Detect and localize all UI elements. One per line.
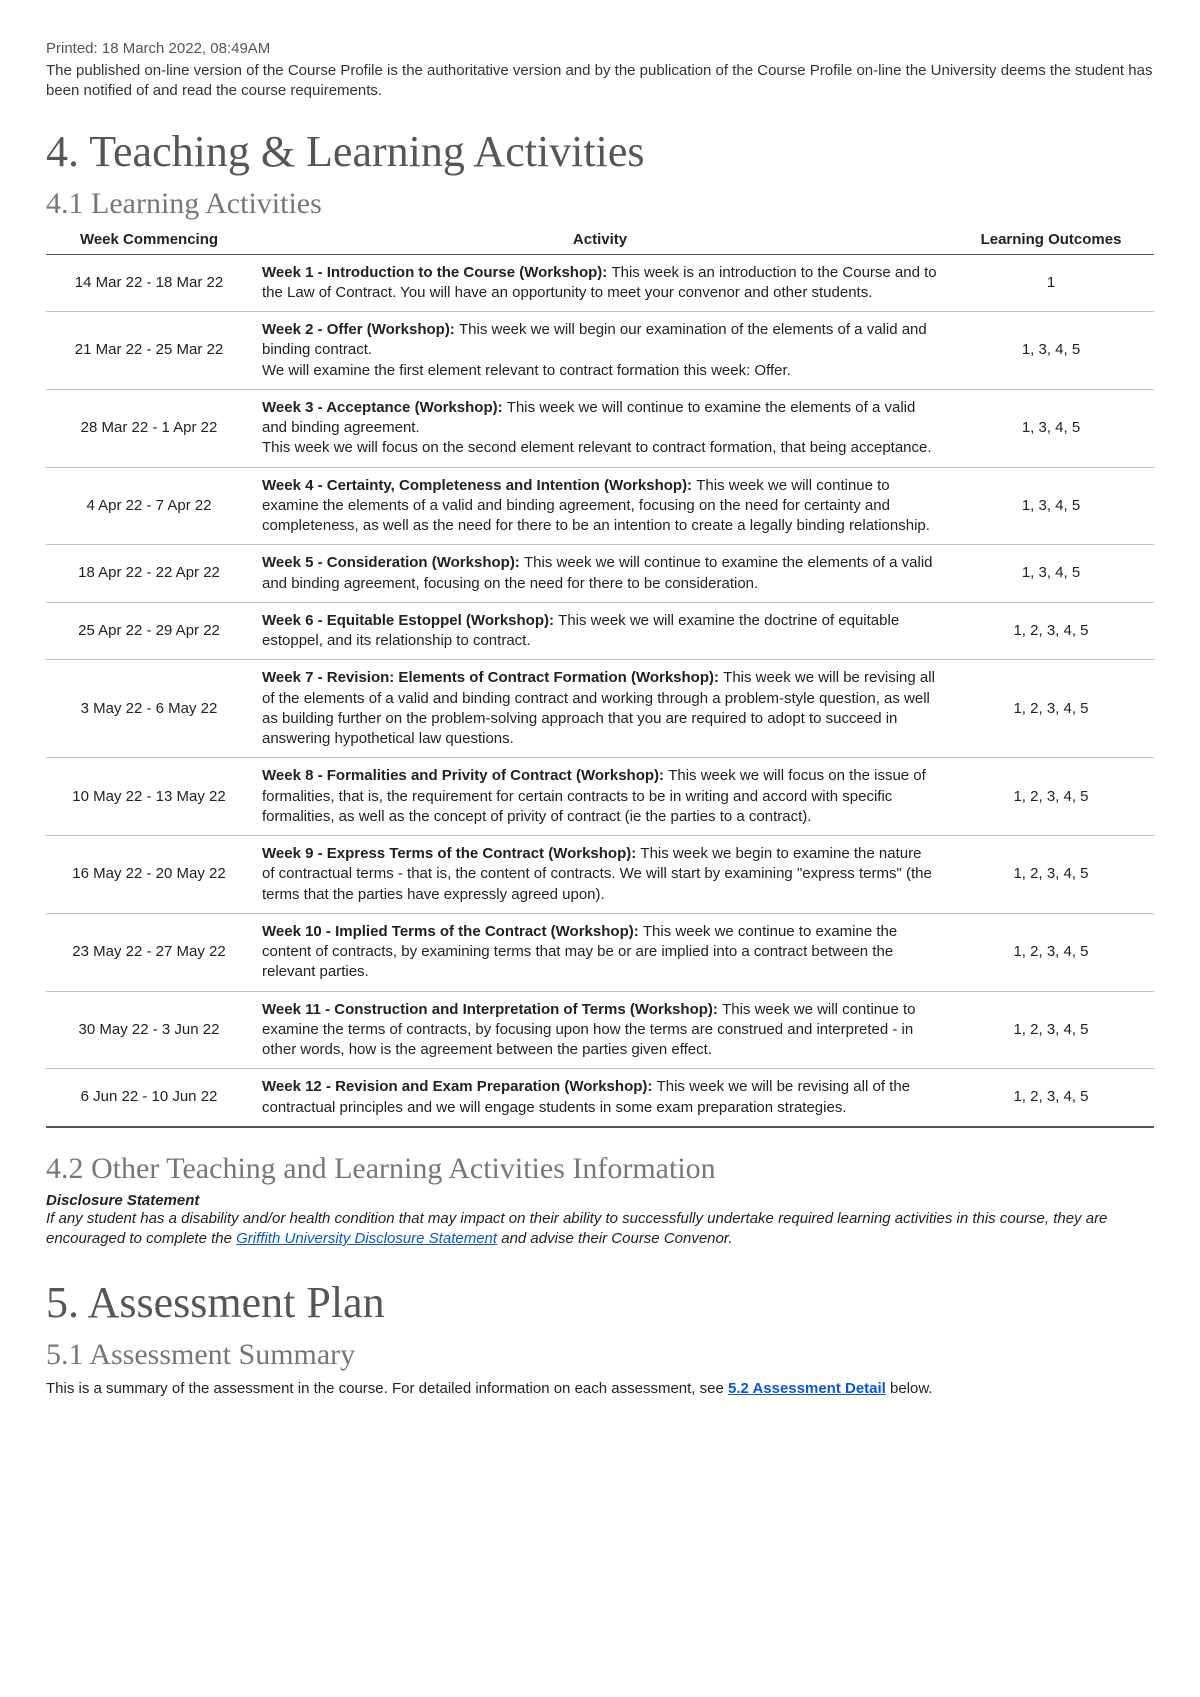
outcomes-cell: 1, 2, 3, 4, 5 [948, 913, 1154, 991]
activity-cell: Week 3 - Acceptance (Workshop): This wee… [252, 389, 948, 467]
activity-title: Week 6 - Equitable Estoppel (Workshop): [262, 612, 558, 629]
activity-title: Week 1 - Introduction to the Course (Wor… [262, 264, 611, 281]
activity-cell: Week 10 - Implied Terms of the Contract … [252, 913, 948, 991]
activity-cell: Week 7 - Revision: Elements of Contract … [252, 660, 948, 758]
disclosure-link[interactable]: Griffith University Disclosure Statement [236, 1230, 497, 1247]
table-row: 30 May 22 - 3 Jun 22 Week 11 - Constructi… [46, 991, 1154, 1069]
week-cell: 23 May 22 - 27 May 22 [46, 913, 252, 991]
table-row: 4 Apr 22 - 7 Apr 22 Week 4 - Certainty, C… [46, 467, 1154, 545]
table-row: 28 Mar 22 - 1 Apr 22Week 3 - Acceptance … [46, 389, 1154, 467]
section-4-1-title: 4.1 Learning Activities [46, 187, 1154, 221]
section-5-1-title: 5.1 Assessment Summary [46, 1338, 1154, 1372]
activity-title: Week 3 - Acceptance (Workshop): [262, 399, 507, 416]
activity-title: Week 4 - Certainty, Completeness and Int… [262, 477, 696, 494]
activity-cell: Week 9 - Express Terms of the Contract (… [252, 836, 948, 914]
week-cell: 16 May 22 - 20 May 22 [46, 836, 252, 914]
section-4-title: 4. Teaching & Learning Activities [46, 126, 1154, 177]
table-row: 18 Apr 22 - 22 Apr 22Week 5 - Considerat… [46, 545, 1154, 603]
outcomes-cell: 1, 2, 3, 4, 5 [948, 1069, 1154, 1127]
summary-post: below. [886, 1380, 933, 1397]
activity-cell: Week 1 - Introduction to the Course (Wor… [252, 254, 948, 312]
week-cell: 14 Mar 22 - 18 Mar 22 [46, 254, 252, 312]
page: Printed: 18 March 2022, 08:49AM The publ… [0, 0, 1200, 1697]
week-cell: 4 Apr 22 - 7 Apr 22 [46, 467, 252, 545]
activity-cell: Week 5 - Consideration (Workshop): This … [252, 545, 948, 603]
disclosure-heading: Disclosure Statement [46, 1192, 1154, 1209]
activity-title: Week 5 - Consideration (Workshop): [262, 554, 524, 571]
week-cell: 10 May 22 - 13 May 22 [46, 758, 252, 836]
week-cell: 3 May 22 - 6 May 22 [46, 660, 252, 758]
activity-title: Week 10 - Implied Terms of the Contract … [262, 923, 643, 940]
disclosure-body: If any student has a disability and/or h… [46, 1209, 1154, 1250]
activity-title: Week 9 - Express Terms of the Contract (… [262, 845, 640, 862]
week-cell: 30 May 22 - 3 Jun 22 [46, 991, 252, 1069]
activity-cell: Week 12 - Revision and Exam Preparation … [252, 1069, 948, 1127]
outcomes-cell: 1, 2, 3, 4, 5 [948, 660, 1154, 758]
outcomes-cell: 1, 3, 4, 5 [948, 467, 1154, 545]
outcomes-cell: 1, 3, 4, 5 [948, 312, 1154, 390]
activity-title: Week 11 - Construction and Interpretatio… [262, 1001, 722, 1018]
outcomes-cell: 1, 2, 3, 4, 5 [948, 758, 1154, 836]
table-row: 23 May 22 - 27 May 22 Week 10 - Implied T… [46, 913, 1154, 991]
col-activity: Activity [252, 227, 948, 255]
preamble-text: The published on-line version of the Cou… [46, 61, 1154, 102]
table-row: 16 May 22 - 20 May 22 Week 9 - Express Te… [46, 836, 1154, 914]
activity-cell: Week 11 - Construction and Interpretatio… [252, 991, 948, 1069]
outcomes-cell: 1, 3, 4, 5 [948, 545, 1154, 603]
activity-cell: Week 8 - Formalities and Privity of Cont… [252, 758, 948, 836]
outcomes-cell: 1 [948, 254, 1154, 312]
week-cell: 28 Mar 22 - 1 Apr 22 [46, 389, 252, 467]
assessment-summary-text: This is a summary of the assessment in t… [46, 1378, 1154, 1399]
activity-title: Week 7 - Revision: Elements of Contract … [262, 669, 723, 686]
activity-cell: Week 2 - Offer (Workshop): This week we … [252, 312, 948, 390]
assessment-detail-link[interactable]: 5.2 Assessment Detail [728, 1380, 886, 1397]
week-cell: 25 Apr 22 - 29 Apr 22 [46, 602, 252, 660]
table-row: 21 Mar 22 - 25 Mar 22Week 2 - Offer (Wor… [46, 312, 1154, 390]
table-header-row: Week Commencing Activity Learning Outcom… [46, 227, 1154, 255]
table-row: 25 Apr 22 - 29 Apr 22Week 6 - Equitable … [46, 602, 1154, 660]
printed-timestamp: Printed: 18 March 2022, 08:49AM [46, 40, 1154, 57]
outcomes-cell: 1, 3, 4, 5 [948, 389, 1154, 467]
activity-cell: Week 4 - Certainty, Completeness and Int… [252, 467, 948, 545]
col-week: Week Commencing [46, 227, 252, 255]
section-4-2-title: 4.2 Other Teaching and Learning Activiti… [46, 1152, 1154, 1186]
outcomes-cell: 1, 2, 3, 4, 5 [948, 836, 1154, 914]
col-outcomes: Learning Outcomes [948, 227, 1154, 255]
table-row: 10 May 22 - 13 May 22 Week 8 - Formalitie… [46, 758, 1154, 836]
disclosure-post: and advise their Course Convenor. [497, 1230, 732, 1247]
outcomes-cell: 1, 2, 3, 4, 5 [948, 991, 1154, 1069]
activity-title: Week 2 - Offer (Workshop): [262, 321, 459, 338]
week-cell: 18 Apr 22 - 22 Apr 22 [46, 545, 252, 603]
week-cell: 21 Mar 22 - 25 Mar 22 [46, 312, 252, 390]
section-5-title: 5. Assessment Plan [46, 1277, 1154, 1328]
activity-cell: Week 6 - Equitable Estoppel (Workshop): … [252, 602, 948, 660]
table-row: 6 Jun 22 - 10 Jun 22 Week 12 - Revision a… [46, 1069, 1154, 1127]
table-row: 3 May 22 - 6 May 22 Week 7 - Revision: El… [46, 660, 1154, 758]
summary-pre: This is a summary of the assessment in t… [46, 1380, 728, 1397]
week-cell: 6 Jun 22 - 10 Jun 22 [46, 1069, 252, 1127]
outcomes-cell: 1, 2, 3, 4, 5 [948, 602, 1154, 660]
table-row: 14 Mar 22 - 18 Mar 22 Week 1 - Introducti… [46, 254, 1154, 312]
activity-title: Week 12 - Revision and Exam Preparation … [262, 1078, 657, 1095]
activities-table: Week Commencing Activity Learning Outcom… [46, 227, 1154, 1128]
activity-title: Week 8 - Formalities and Privity of Cont… [262, 767, 668, 784]
